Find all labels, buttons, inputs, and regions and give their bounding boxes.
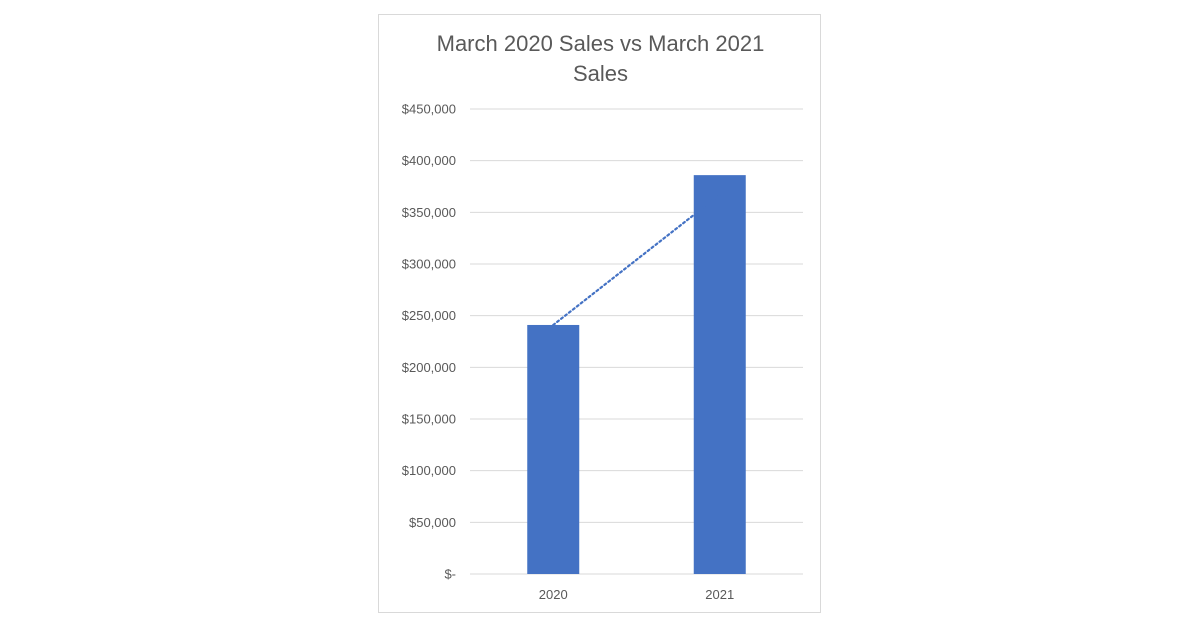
y-tick-label: $50,000 [409, 515, 456, 530]
y-tick-label: $400,000 [402, 153, 456, 168]
y-tick-label: $350,000 [402, 205, 456, 220]
chart-title-line-2: Sales [572, 61, 629, 86]
chart-container: March 2020 Sales vs March 2021 Sales $- $… [378, 14, 821, 613]
bar-2020 [527, 324, 580, 574]
y-tick-label: $300,000 [402, 257, 456, 272]
x-tick-label: 2020 [539, 587, 568, 602]
trendline [552, 193, 721, 327]
y-tick-label: $100,000 [402, 463, 456, 478]
y-tick-label: $- [444, 567, 456, 582]
chart-title: March 2020 Sales vs March 2021 Sales [379, 29, 822, 89]
y-tick-label: $450,000 [402, 102, 456, 117]
bar-2021 [693, 175, 746, 574]
chart-title-line-1: March 2020 Sales vs March 2021 [436, 31, 765, 56]
y-tick-label: $200,000 [402, 360, 456, 375]
bar-chart-plot: $- $50,000 $100,000 $150,000 $200,000 $250,00… [402, 102, 803, 602]
x-tick-label: 2021 [705, 587, 734, 602]
y-tick-label: $150,000 [402, 412, 456, 427]
y-tick-label: $250,000 [402, 308, 456, 323]
